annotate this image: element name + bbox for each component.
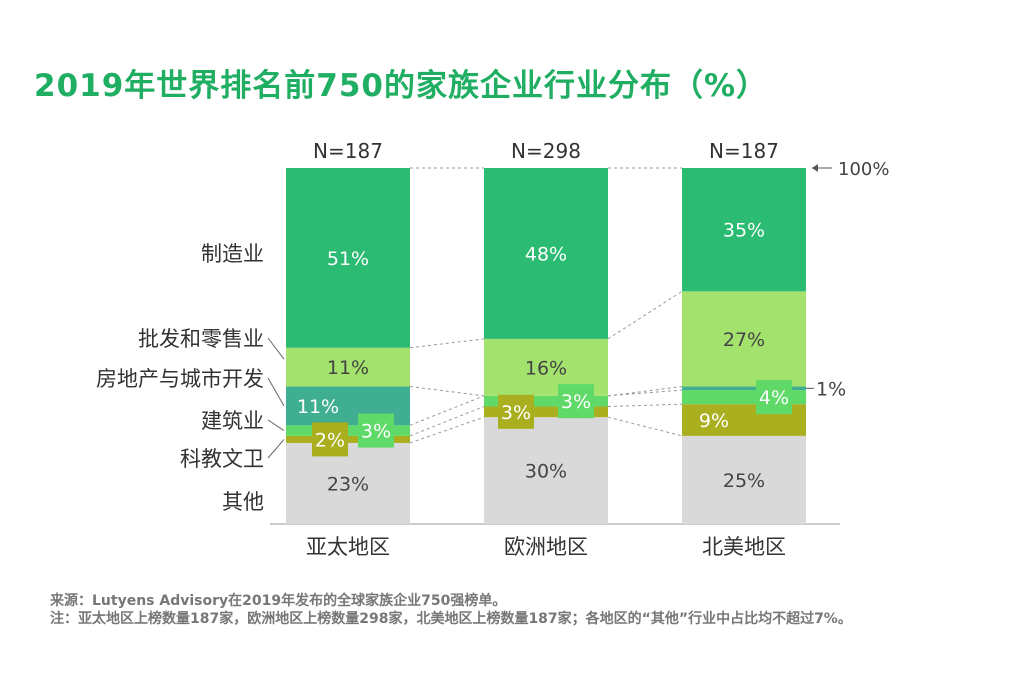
data-label: 35% <box>723 220 765 242</box>
data-label: 23% <box>327 473 369 495</box>
data-label: 3% <box>501 402 531 424</box>
chart-title: 2019年世界排名前750的家族企业行业分布（%） <box>34 68 769 104</box>
label-leader-line <box>267 337 285 360</box>
data-label: 11% <box>327 357 369 379</box>
data-label: 25% <box>723 470 765 492</box>
data-label-box <box>312 422 348 457</box>
data-label-box <box>558 384 594 419</box>
arrow-icon <box>812 164 818 172</box>
sample-size-label: N=187 <box>313 139 383 163</box>
data-label: 3% <box>561 391 591 413</box>
connector-line <box>607 386 683 397</box>
label-leader-line <box>267 419 285 432</box>
data-label: 4% <box>759 387 789 409</box>
data-label-box <box>498 394 534 429</box>
connector-line <box>409 386 485 397</box>
data-label-box <box>756 380 792 415</box>
data-label: 16% <box>525 357 567 379</box>
category-label: 科教文卫 <box>180 447 264 471</box>
x-tick-label: 北美地区 <box>702 535 786 559</box>
category-label: 建筑业 <box>201 409 264 433</box>
connector-line <box>607 290 683 340</box>
bar-segment-0 <box>682 435 806 524</box>
top-marker-label: 100% <box>838 159 889 180</box>
sample-size-label: N=187 <box>709 139 779 163</box>
bar-segment-5 <box>484 168 608 339</box>
connector-line <box>607 416 683 437</box>
source-note: 来源：Lutyens Advisory在2019年发布的全球家族企业750强榜单… <box>50 593 507 609</box>
data-label: 11% <box>297 396 339 418</box>
x-tick-label: 欧洲地区 <box>504 535 588 559</box>
bar-segment-0 <box>484 417 608 524</box>
connector-line <box>409 416 485 444</box>
label-leader-line <box>267 377 285 407</box>
connector-line <box>409 406 485 437</box>
bar-segment-5 <box>682 168 806 292</box>
category-label: 批发和零售业 <box>138 327 264 351</box>
bar-segment-5 <box>286 168 410 348</box>
category-label: 房地产与城市开发 <box>96 367 264 391</box>
label-leader-line <box>267 439 285 459</box>
footnote: 来源：Lutyens Advisory在2019年发布的全球家族企业750强榜单… <box>50 592 970 628</box>
note-text: 注：亚太地区上榜数量187家，欧洲地区上榜数量298家，北美地区上榜数量187家… <box>50 611 852 627</box>
data-label: 48% <box>525 243 567 265</box>
data-label: 51% <box>327 248 369 270</box>
connector-line <box>409 395 485 426</box>
category-label: 制造业 <box>201 242 264 266</box>
bar-segment-3 <box>682 386 806 391</box>
bar-segment-4 <box>682 291 806 387</box>
data-label: 2% <box>315 429 345 451</box>
connector-line <box>607 389 683 397</box>
bar-segment-1 <box>484 406 608 418</box>
category-label: 其他 <box>222 490 264 514</box>
data-label: 27% <box>723 329 765 351</box>
x-tick-label: 亚太地区 <box>306 535 390 559</box>
connector-line <box>607 403 683 408</box>
bar-segment-4 <box>286 347 410 387</box>
data-label: 1% <box>816 378 846 400</box>
data-label: 3% <box>361 421 391 443</box>
bar-segment-2 <box>484 395 608 407</box>
data-label: 30% <box>525 461 567 483</box>
sample-size-label: N=298 <box>511 139 581 163</box>
data-label: 9% <box>699 410 729 432</box>
bar-segment-0 <box>286 442 410 524</box>
data-label-box <box>358 413 394 448</box>
connector-line <box>409 338 485 349</box>
